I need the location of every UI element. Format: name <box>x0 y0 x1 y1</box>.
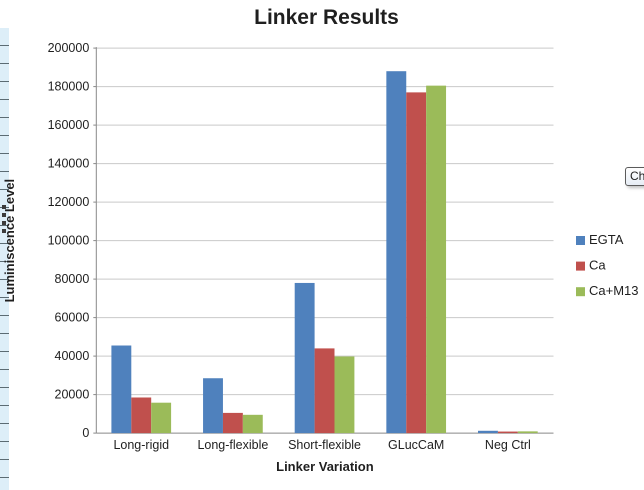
svg-text:Long-flexible: Long-flexible <box>197 438 268 452</box>
svg-text:Long-rigid: Long-rigid <box>113 438 169 452</box>
svg-text:EGTA: EGTA <box>589 232 624 247</box>
svg-text:140000: 140000 <box>48 157 90 171</box>
svg-text:40000: 40000 <box>55 349 90 363</box>
svg-text:Short-flexible: Short-flexible <box>288 438 361 452</box>
svg-text:60000: 60000 <box>55 311 90 325</box>
svg-text:Ca+M13: Ca+M13 <box>589 283 639 298</box>
svg-text:160000: 160000 <box>48 118 90 132</box>
svg-text:Ca: Ca <box>589 258 606 273</box>
svg-text:120000: 120000 <box>48 195 90 209</box>
svg-text:Luminiscence Level: Luminiscence Level <box>2 179 17 303</box>
svg-text:80000: 80000 <box>55 272 90 286</box>
svg-text:200000: 200000 <box>48 41 90 55</box>
svg-text:20000: 20000 <box>55 388 90 402</box>
svg-text:180000: 180000 <box>48 80 90 94</box>
svg-text:Linker Variation: Linker Variation <box>276 459 374 474</box>
svg-text:0: 0 <box>82 426 89 440</box>
svg-text:GLucCaM: GLucCaM <box>388 438 444 452</box>
svg-text:Neg Ctrl: Neg Ctrl <box>485 438 531 452</box>
svg-text:100000: 100000 <box>48 234 90 248</box>
